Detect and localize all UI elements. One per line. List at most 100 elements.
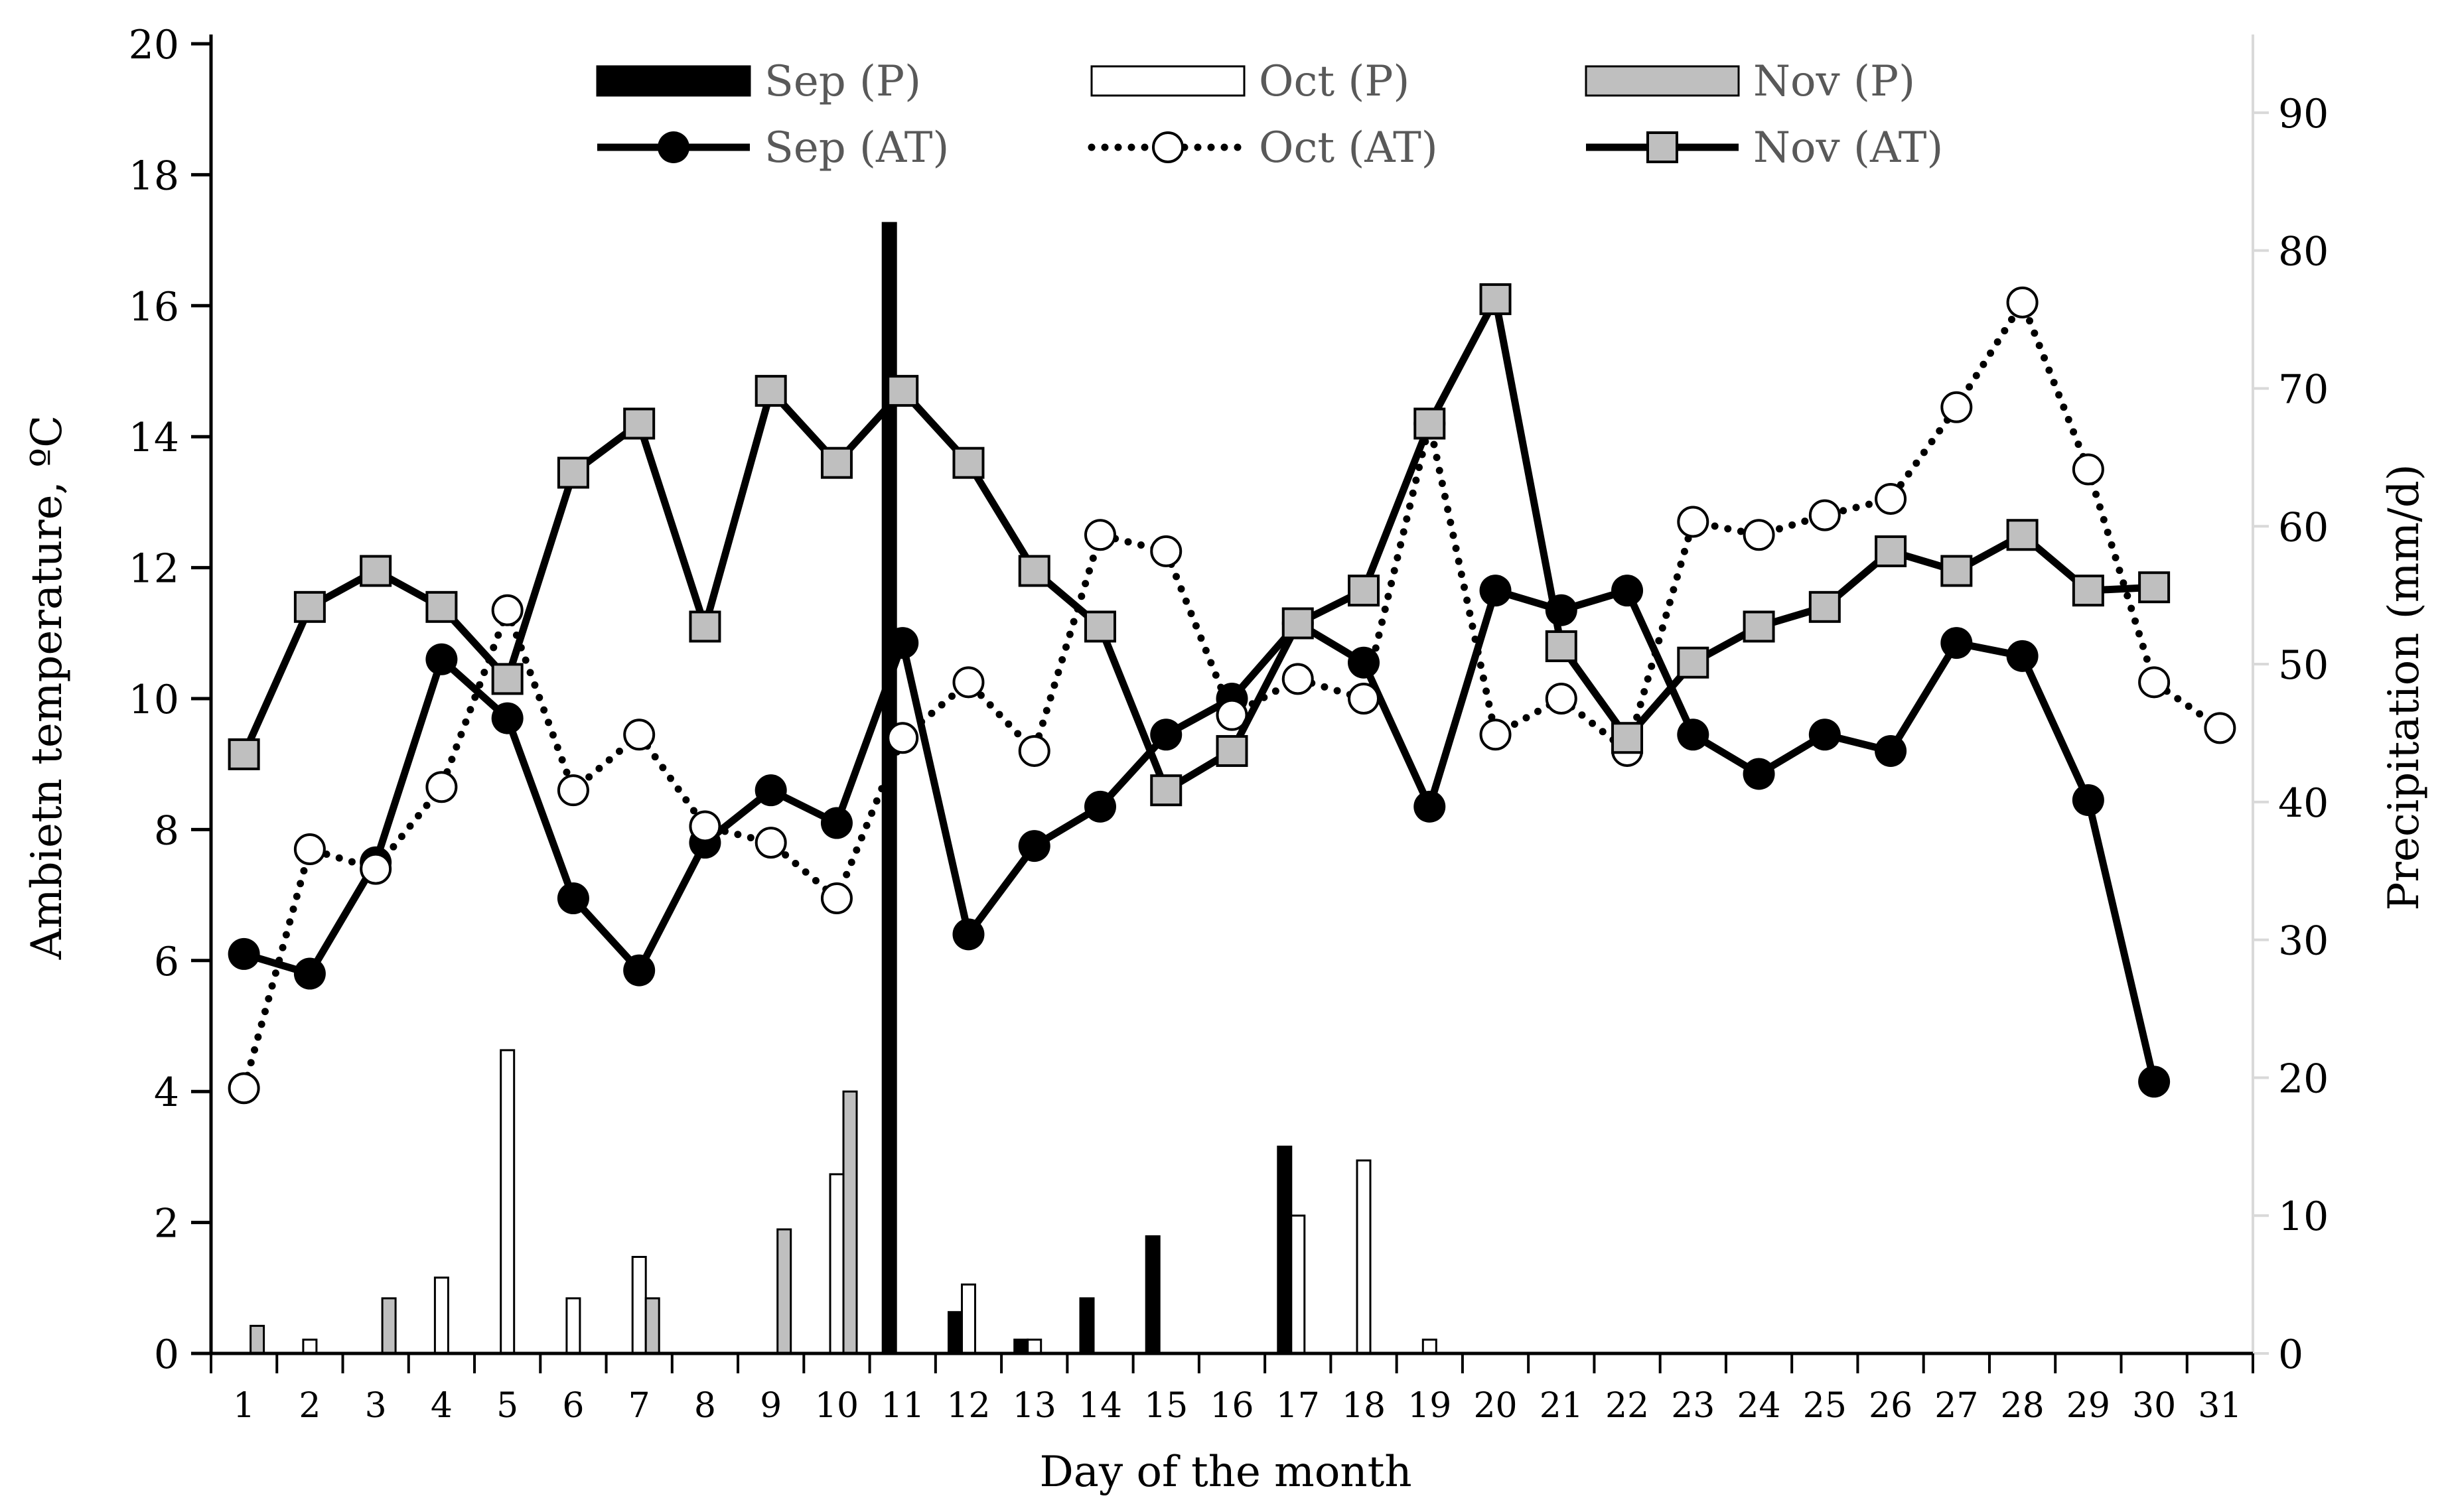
point-nov-at-day-30	[2138, 571, 2171, 604]
line-sep-at	[243, 586, 2158, 1083]
point-nov-at-day-18	[1348, 575, 1380, 607]
bar-oct-p-day-2	[302, 1338, 318, 1355]
point-oct-at-day-7	[623, 719, 656, 751]
bar-oct-p-day-19	[1421, 1338, 1437, 1355]
bar-layer	[250, 222, 1437, 1355]
y-left-tick-label: 8	[154, 807, 179, 854]
point-oct-at-day-31	[2204, 712, 2236, 744]
x-tick-label: 21	[1540, 1386, 1583, 1426]
point-nov-at-day-19	[1413, 407, 1446, 440]
legend: Sep (P) Oct (P) Nov (P) Sep (AT) Oct (AT) Nov…	[596, 57, 1943, 172]
point-nov-at-day-11	[887, 375, 919, 407]
x-tick-label: 27	[1934, 1386, 1978, 1426]
x-tick-label: 12	[946, 1386, 990, 1426]
point-oct-at-day-24	[1743, 519, 1775, 551]
legend-swatch-oct-p	[1090, 65, 1246, 97]
legend-label-oct-p: Oct (P)	[1259, 57, 1409, 106]
point-oct-at-day-12	[952, 666, 985, 699]
x-tick-label: 20	[1473, 1386, 1517, 1426]
point-oct-at-day-18	[1348, 683, 1380, 715]
point-oct-at-day-28	[2006, 286, 2039, 318]
point-oct-at-day-29	[2072, 453, 2104, 486]
point-nov-at-day-27	[1940, 555, 1973, 587]
x-axis-title: Day of the month	[1039, 1448, 1411, 1497]
y-left-tick-label: 10	[129, 677, 179, 723]
x-tick-label: 1	[233, 1386, 255, 1426]
bar-oct-p-day-6	[565, 1297, 581, 1355]
legend-swatch-nov-p	[1585, 65, 1740, 97]
y-axis-left-title: Ambietn temperature, ºC	[23, 415, 72, 961]
x-tick-label: 26	[1869, 1386, 1912, 1426]
bar-sep-p-day-14	[1079, 1297, 1095, 1355]
point-sep-at-day-25	[1808, 719, 1841, 751]
bar-sep-p-day-13	[1013, 1338, 1029, 1355]
point-oct-at-day-2	[293, 833, 326, 866]
y-left-tick-label: 12	[129, 546, 179, 592]
point-nov-at-day-8	[689, 610, 721, 643]
x-tick-label: 19	[1407, 1386, 1451, 1426]
point-nov-at-day-22	[1611, 722, 1644, 754]
x-tick-label: 31	[2198, 1386, 2242, 1426]
point-sep-at-day-13	[1018, 830, 1050, 862]
bar-oct-p-day-7	[631, 1256, 647, 1355]
y-left-tick-label: 0	[154, 1332, 179, 1378]
legend-label-sep-p: Sep (P)	[764, 57, 921, 106]
bar-nov-p-day-7	[644, 1297, 660, 1355]
x-tick-label: 9	[760, 1386, 782, 1426]
bar-oct-p-day-18	[1356, 1159, 1372, 1355]
x-tick-label: 18	[1342, 1386, 1386, 1426]
point-sep-at-day-9	[755, 774, 787, 807]
legend-label-oct-at: Oct (AT)	[1259, 123, 1438, 172]
point-nov-at-day-23	[1677, 646, 1709, 679]
point-nov-at-day-25	[1808, 590, 1841, 623]
legend-entry-sep-at: Sep (AT)	[597, 123, 949, 172]
point-sep-at-day-29	[2072, 784, 2104, 816]
point-nov-at-day-14	[1084, 610, 1116, 643]
point-nov-at-day-2	[293, 590, 326, 623]
bar-oct-p-day-5	[500, 1049, 516, 1355]
point-sep-at-day-7	[623, 954, 656, 987]
bar-oct-p-day-4	[433, 1276, 449, 1355]
y-right-tick-label: 40	[2278, 780, 2329, 827]
y-left-tick-label: 16	[129, 284, 179, 330]
point-oct-at-day-6	[557, 774, 589, 807]
point-oct-at-day-27	[1940, 391, 1973, 423]
y-axis-right-title: Precipitation (mm/d)	[2380, 464, 2429, 910]
point-sep-at-day-28	[2006, 640, 2039, 672]
point-nov-at-day-3	[360, 555, 392, 587]
point-oct-at-day-26	[1875, 482, 1907, 515]
point-sep-at-day-2	[293, 957, 326, 990]
x-tick-label: 16	[1210, 1386, 1254, 1426]
legend-label-nov-at: Nov (AT)	[1753, 123, 1943, 172]
bar-series-nov-p	[250, 1090, 858, 1355]
x-tick-label: 23	[1671, 1386, 1715, 1426]
bar-oct-p-day-12	[961, 1283, 976, 1355]
point-oct-at-day-4	[425, 771, 458, 803]
line-series-nov-at	[228, 283, 2171, 807]
y-right-tick-label: 10	[2278, 1194, 2329, 1240]
point-oct-at-day-13	[1018, 734, 1050, 767]
legend-label-nov-p: Nov (P)	[1753, 57, 1915, 106]
point-sep-at-day-30	[2138, 1065, 2171, 1098]
point-sep-at-day-5	[491, 702, 524, 734]
point-sep-at-day-15	[1150, 719, 1183, 751]
point-nov-at-day-1	[228, 738, 260, 770]
point-nov-at-day-5	[491, 663, 524, 695]
point-sep-at-day-24	[1743, 758, 1775, 790]
point-oct-at-day-14	[1084, 519, 1116, 551]
point-oct-at-day-25	[1808, 499, 1841, 531]
point-sep-at-day-23	[1677, 719, 1709, 751]
x-tick-label: 7	[628, 1386, 650, 1426]
x-tick-label: 4	[431, 1386, 453, 1426]
y-left-tick-label: 2	[154, 1201, 179, 1247]
y-right-tick-label: 80	[2278, 229, 2329, 275]
point-oct-at-day-15	[1150, 535, 1183, 567]
point-nov-at-day-6	[557, 456, 589, 489]
bar-sep-p-day-17	[1277, 1145, 1293, 1355]
x-tick-label: 6	[562, 1386, 584, 1426]
point-nov-at-day-4	[425, 590, 458, 623]
point-oct-at-day-8	[689, 810, 721, 843]
x-tick-label: 22	[1605, 1386, 1649, 1426]
point-sep-at-day-22	[1611, 575, 1644, 607]
